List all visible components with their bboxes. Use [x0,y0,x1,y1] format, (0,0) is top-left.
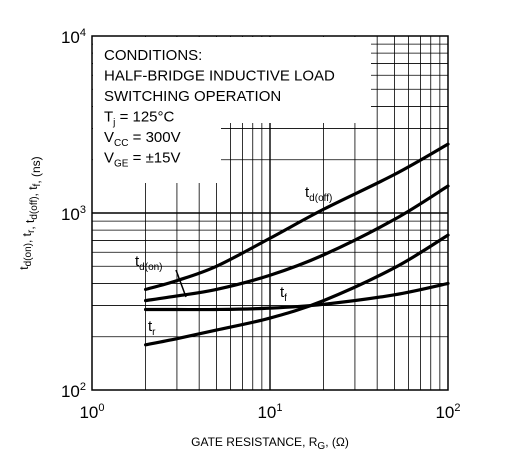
y-tick-label: 104 [61,27,86,47]
series-label-tf: tf [280,284,287,304]
series-label-tr: tr [148,318,156,338]
conditions-box: CONDITIONS: HALF-BRIDGE INDUCTIVE LOAD SWI… [93,37,371,183]
tick-labels: 100 101 102 102 103 104 [61,27,461,422]
x-axis-label: GATE RESISTANCE, RG, (Ω) [191,435,349,452]
series-layer [143,142,450,347]
condition-line: CONDITIONS: [104,47,202,64]
plot-frame [91,35,449,391]
series-line-tr [143,233,450,347]
condition-line: VCC = 300V [104,129,181,149]
x-tick-label: 100 [79,402,104,422]
series-line-tf [143,281,450,312]
x-tick-label: 102 [435,402,460,422]
y-tick-label: 103 [61,204,86,224]
series-line-td_on [143,184,450,303]
condition-line: VGE = ±15V [104,150,181,170]
series-label-td_off: td(off) [305,184,332,204]
series-label-td_on: td(on) [135,253,163,273]
x-tick-label: 101 [257,402,282,422]
y-axis-label: td(on), tr, td(off), tf, (ns) [17,156,43,269]
condition-line: Tj = 125°C [104,109,175,129]
condition-line: HALF-BRIDGE INDUCTIVE LOAD [104,68,335,85]
y-tick-label: 102 [61,381,86,401]
conditions-bg-wide [221,37,371,123]
series-labels: td(off) td(on) tf tr [135,184,332,338]
td-on-leader [175,269,187,298]
condition-line: SWITCHING OPERATION [104,88,281,105]
series-line-td_off [143,142,450,292]
conditions-bg [93,37,221,183]
